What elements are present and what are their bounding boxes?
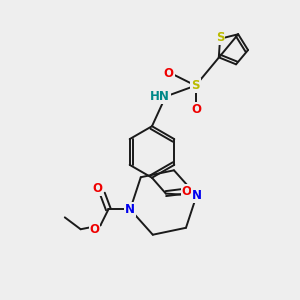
Text: S: S bbox=[216, 31, 224, 44]
Text: O: O bbox=[89, 223, 100, 236]
Text: O: O bbox=[192, 103, 202, 116]
Text: O: O bbox=[182, 185, 192, 198]
Text: N: N bbox=[125, 203, 135, 216]
Text: HN: HN bbox=[150, 90, 170, 103]
Text: O: O bbox=[92, 182, 103, 195]
Text: O: O bbox=[164, 67, 174, 80]
Text: S: S bbox=[191, 79, 200, 92]
Text: N: N bbox=[192, 189, 202, 202]
